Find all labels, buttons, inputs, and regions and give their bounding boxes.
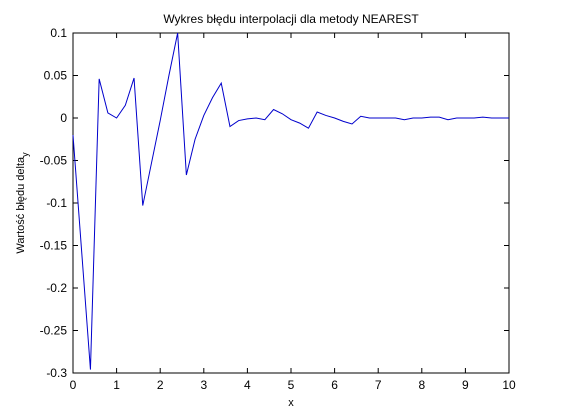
plot-area (72, 32, 510, 374)
x-tick-label: 0 (70, 378, 77, 392)
x-tick-label: 8 (418, 378, 425, 392)
x-tick-label: 6 (331, 378, 338, 392)
y-axis-label-main: Wartość błędu delta (15, 156, 27, 254)
x-tick-label: 10 (502, 378, 516, 392)
y-axis-label: Wartość błędu deltay (15, 152, 30, 254)
x-tick-label: 5 (288, 378, 295, 392)
y-axis-label-subscript: y (20, 152, 30, 157)
y-tick-labels: 0.1 0.05 0 -0.05 -0.1 -0.15 -0.2 -0.25 -0.3 (40, 26, 68, 380)
y-tick-label: 0 (60, 111, 67, 125)
y-tick-label: -0.2 (46, 281, 67, 295)
y-tick-label: -0.25 (40, 324, 68, 338)
x-tick-label: 1 (113, 378, 120, 392)
x-tick-label: 4 (244, 378, 251, 392)
x-tick-label: 7 (375, 378, 382, 392)
x-tick-label: 3 (200, 378, 207, 392)
y-tick-label: -0.15 (40, 239, 68, 253)
y-tick-label: -0.3 (46, 366, 67, 380)
x-axis-label: x (288, 397, 294, 409)
x-tick-label: 2 (157, 378, 164, 392)
y-tick-label: 0.05 (44, 69, 68, 83)
axis-ticks (72, 32, 510, 374)
chart-title: Wykres błędu interpolacji dla metody NEA… (163, 12, 419, 26)
x-tick-labels: 0 1 2 3 4 5 6 7 8 9 10 (70, 378, 516, 392)
series-line (72, 32, 509, 370)
y-tick-label: 0.1 (50, 26, 67, 40)
y-tick-label: -0.1 (46, 196, 67, 210)
x-tick-label: 9 (462, 378, 469, 392)
y-tick-label: -0.05 (40, 154, 68, 168)
